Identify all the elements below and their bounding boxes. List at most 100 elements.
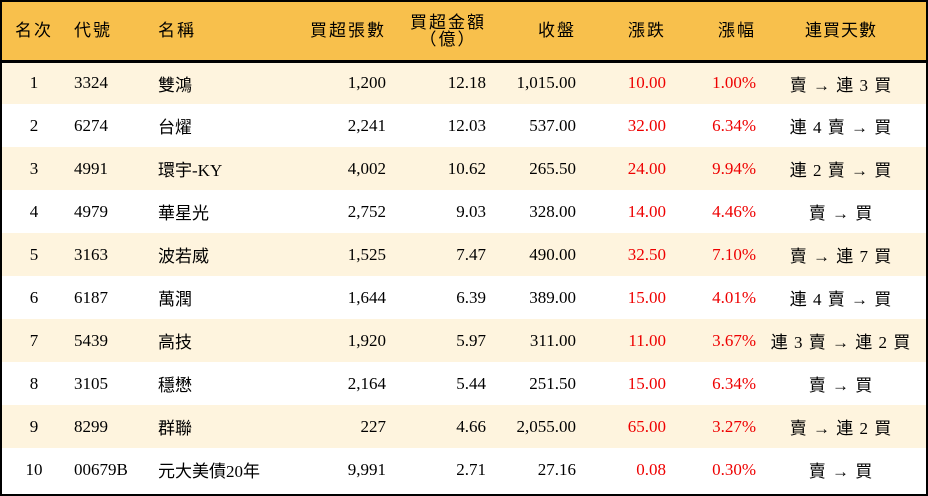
cell-change-pct: 0.30% — [712, 459, 756, 479]
header-change-pct: 漲幅 — [666, 2, 756, 63]
header-rank: 名次 — [2, 2, 66, 63]
header-net-buy-amount-unit: （億） — [419, 29, 477, 49]
cell-name: 環宇-KY — [158, 161, 223, 180]
cell-name: 雙鴻 — [158, 75, 192, 95]
cell-close: 490.00 — [529, 244, 576, 264]
cell-volume: 1,644 — [347, 287, 386, 307]
cell-rank: 4 — [29, 201, 39, 221]
cell-name: 高技 — [158, 333, 192, 352]
cell-code: 6187 — [74, 287, 108, 307]
cell-amount: 5.44 — [456, 373, 486, 393]
header-close: 收盤 — [486, 2, 576, 63]
cell-code: 6274 — [74, 115, 108, 135]
cell-change: 15.00 — [627, 373, 666, 393]
cell-streak: 賣 → 買 — [808, 204, 874, 223]
cell-volume: 1,525 — [347, 244, 386, 264]
cell-change-pct: 9.94% — [712, 158, 756, 178]
cell-change-pct: 6.34% — [712, 115, 756, 135]
cell-close: 27.16 — [537, 459, 576, 479]
cell-change-pct: 4.46% — [712, 201, 756, 221]
cell-streak: 連 4 賣 → 買 — [789, 290, 893, 309]
table-row: 5 3163 波若威 1,525 7.47 490.00 32.50 7.10%… — [2, 233, 926, 276]
cell-close: 1,015.00 — [516, 73, 577, 93]
cell-streak: 連 4 賣 → 買 — [789, 118, 893, 137]
cell-name: 元大美債20年 — [158, 462, 260, 481]
cell-amount: 9.03 — [456, 201, 486, 221]
cell-name: 波若威 — [158, 247, 209, 266]
cell-streak: 賣 → 連 3 買 — [789, 75, 893, 95]
cell-amount: 12.03 — [447, 115, 486, 135]
cell-change: 10.00 — [627, 73, 666, 93]
cell-close: 537.00 — [529, 115, 576, 135]
cell-change: 65.00 — [627, 416, 666, 436]
cell-rank: 8 — [29, 373, 39, 393]
cell-volume: 2,241 — [347, 115, 386, 135]
cell-rank: 2 — [29, 115, 39, 135]
cell-code: 3163 — [74, 244, 108, 264]
cell-rank: 1 — [29, 73, 39, 93]
cell-name: 群聯 — [158, 419, 192, 438]
cell-change: 32.50 — [627, 244, 666, 264]
header-streak: 連買天數 — [756, 2, 926, 63]
cell-rank: 3 — [29, 158, 39, 178]
header-change: 漲跌 — [576, 2, 666, 63]
cell-streak: 連 3 賣 → 連 2 買 — [770, 333, 912, 352]
cell-change: 15.00 — [627, 287, 666, 307]
cell-streak: 連 2 賣 → 買 — [789, 161, 893, 180]
cell-amount: 4.66 — [456, 416, 486, 436]
cell-close: 389.00 — [529, 287, 576, 307]
table-header-row: 名次 代號 名稱 買超張數 買超金額 （億） 收盤 漲跌 漲幅 連買天數 — [2, 2, 926, 63]
cell-name: 穩懋 — [158, 376, 192, 395]
cell-amount: 12.18 — [447, 73, 486, 93]
table-row: 8 3105 穩懋 2,164 5.44 251.50 15.00 6.34% … — [2, 362, 926, 405]
header-net-buy-amount-label: 買超金額 — [410, 12, 486, 32]
cell-amount: 10.62 — [447, 158, 486, 178]
cell-amount: 2.71 — [456, 459, 486, 479]
cell-volume: 227 — [360, 416, 387, 436]
cell-change-pct: 1.00% — [712, 73, 756, 93]
cell-change: 14.00 — [627, 201, 666, 221]
cell-amount: 7.47 — [456, 244, 486, 264]
cell-change-pct: 3.67% — [712, 330, 756, 350]
header-net-buy-amount: 買超金額 （億） — [386, 2, 486, 63]
cell-change: 0.08 — [636, 459, 666, 479]
cell-volume: 2,752 — [347, 201, 386, 221]
cell-close: 311.00 — [529, 330, 576, 350]
cell-rank: 7 — [29, 330, 39, 350]
cell-close: 251.50 — [529, 373, 576, 393]
cell-change: 24.00 — [627, 158, 666, 178]
cell-code: 00679B — [74, 459, 128, 479]
table-row: 9 8299 群聯 227 4.66 2,055.00 65.00 3.27% … — [2, 405, 926, 448]
header-net-buy-volume: 買超張數 — [278, 2, 386, 63]
cell-change: 32.00 — [627, 115, 666, 135]
cell-volume: 1,200 — [347, 73, 386, 93]
header-name: 名稱 — [158, 2, 278, 63]
table-row: 6 6187 萬潤 1,644 6.39 389.00 15.00 4.01% … — [2, 276, 926, 319]
table-row: 3 4991 環宇-KY 4,002 10.62 265.50 24.00 9.… — [2, 147, 926, 190]
cell-change-pct: 4.01% — [712, 287, 756, 307]
cell-change-pct: 7.10% — [712, 244, 756, 264]
table-row: 7 5439 高技 1,920 5.97 311.00 11.00 3.67% … — [2, 319, 926, 362]
cell-streak: 賣 → 連 2 買 — [789, 419, 893, 438]
cell-code: 3105 — [74, 373, 108, 393]
cell-rank: 6 — [29, 287, 39, 307]
cell-amount: 5.97 — [456, 330, 486, 350]
cell-change-pct: 6.34% — [712, 373, 756, 393]
cell-close: 265.50 — [529, 158, 576, 178]
cell-code: 3324 — [74, 73, 108, 93]
table-body: 1 3324 雙鴻 1,200 12.18 1,015.00 10.00 1.0… — [2, 61, 926, 491]
cell-change: 11.00 — [628, 330, 666, 350]
cell-rank: 9 — [29, 416, 39, 436]
cell-name: 萬潤 — [158, 290, 192, 309]
cell-code: 4979 — [74, 201, 108, 221]
cell-rank: 10 — [25, 459, 43, 479]
cell-close: 2,055.00 — [516, 416, 577, 436]
table-row: 1 3324 雙鴻 1,200 12.18 1,015.00 10.00 1.0… — [2, 61, 926, 104]
table-row: 4 4979 華星光 2,752 9.03 328.00 14.00 4.46%… — [2, 190, 926, 233]
cell-change-pct: 3.27% — [712, 416, 756, 436]
cell-name: 華星光 — [158, 204, 209, 223]
cell-volume: 1,920 — [347, 330, 386, 350]
table-row: 10 00679B 元大美債20年 9,991 2.71 27.16 0.08 … — [2, 448, 926, 491]
